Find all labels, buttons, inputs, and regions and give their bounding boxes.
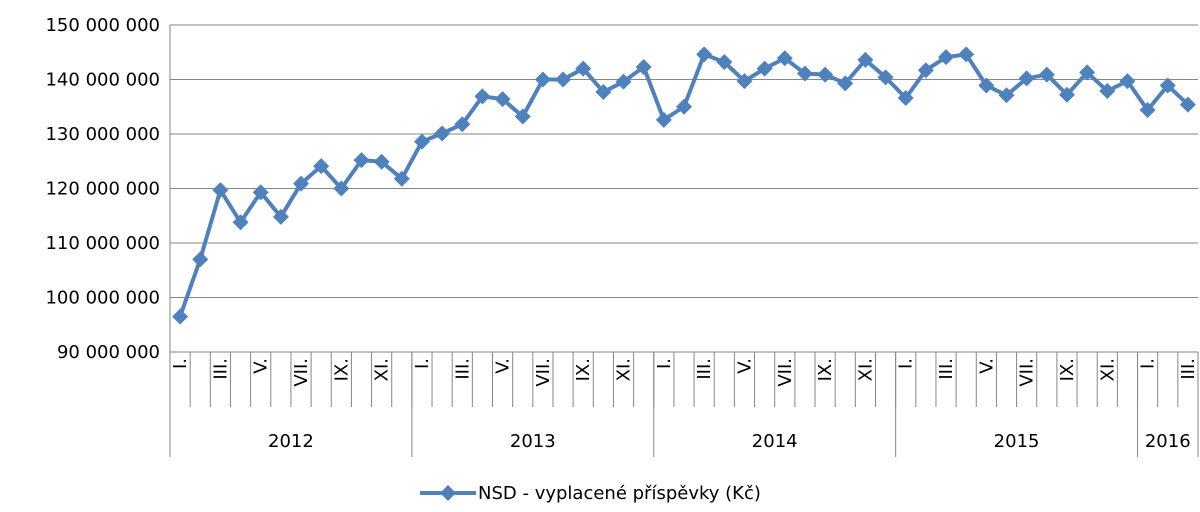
x-tick-label: VII.: [291, 358, 312, 387]
data-point: [1119, 73, 1136, 90]
data-point: [938, 49, 955, 66]
data-point: [1159, 77, 1176, 94]
group-label: 2013: [510, 431, 556, 452]
x-tick-label: XI.: [1097, 358, 1118, 381]
data-point: [897, 90, 914, 107]
x-tick-label: V.: [734, 358, 755, 374]
x-tick-label: XI.: [372, 358, 393, 381]
data-point: [555, 71, 572, 88]
data-point: [676, 98, 692, 115]
data-point: [514, 108, 531, 125]
x-tick-label: IX.: [331, 358, 352, 381]
data-point: [393, 170, 410, 187]
y-tick-label: 150 000 000: [45, 15, 160, 36]
data-point: [534, 71, 551, 88]
x-tick-label: IX.: [573, 358, 594, 381]
data-point: [353, 152, 370, 169]
data-point: [575, 60, 592, 77]
data-point: [776, 50, 793, 67]
x-tick-label: III.: [1178, 358, 1199, 380]
x-tick-label: XI.: [614, 358, 635, 381]
data-point: [978, 77, 995, 94]
data-point: [655, 111, 672, 128]
x-tick-label: IX.: [815, 358, 836, 381]
data-point: [313, 158, 330, 175]
data-point: [877, 69, 894, 86]
data-point: [817, 66, 834, 83]
x-tick-label: III.: [452, 358, 473, 380]
x-tick-label: V.: [493, 358, 514, 374]
x-tick-label: III.: [694, 358, 715, 380]
legend-marker: [440, 485, 456, 501]
x-tick-label: I.: [654, 358, 675, 369]
data-point: [192, 251, 209, 268]
x-tick-label: VII.: [1017, 358, 1038, 387]
x-tick-label: I.: [896, 358, 917, 369]
data-point: [736, 73, 753, 90]
data-point: [917, 62, 934, 79]
data-point: [434, 125, 451, 142]
data-point: [796, 65, 813, 82]
data-line: [178, 52, 1190, 318]
x-tick-label: V.: [976, 358, 997, 374]
data-point: [212, 182, 229, 199]
data-point: [1058, 86, 1075, 103]
data-point: [716, 54, 733, 71]
data-point: [474, 88, 491, 105]
y-tick-label: 120 000 000: [45, 179, 160, 200]
group-label: 2012: [268, 431, 314, 452]
data-point: [696, 46, 713, 63]
y-tick-label: 90 000 000: [57, 342, 160, 363]
group-label: 2015: [994, 431, 1040, 452]
data-point: [172, 308, 189, 325]
x-tick-label: IX.: [1057, 358, 1078, 381]
y-tick-label: 140 000 000: [45, 70, 160, 91]
group-label: 2014: [752, 431, 798, 452]
x-tick-label: I.: [170, 358, 191, 369]
x-tick-label: VII.: [533, 358, 554, 387]
legend-label: NSD - vyplacené příspěvky (Kč): [478, 483, 761, 504]
data-point: [615, 73, 632, 90]
data-point: [857, 51, 874, 68]
data-point: [252, 184, 269, 201]
x-tick-label: XI.: [855, 358, 876, 381]
x-tick-label: V.: [251, 358, 272, 374]
data-point: [1018, 70, 1035, 87]
x-tick-label: III.: [936, 358, 957, 380]
data-point: [1099, 82, 1116, 99]
group-label: 2016: [1145, 431, 1191, 452]
x-tick-label: I.: [1138, 358, 1159, 369]
data-point: [958, 46, 975, 63]
x-tick-label: VII.: [775, 358, 796, 387]
data-point: [1139, 102, 1156, 119]
data-point: [998, 87, 1015, 104]
data-point: [373, 153, 390, 170]
x-tick-label: III.: [210, 358, 231, 380]
data-point: [293, 175, 310, 192]
data-point: [1038, 66, 1055, 83]
data-point: [413, 133, 430, 150]
data-point: [756, 60, 773, 77]
data-point: [635, 58, 652, 75]
data-point: [1179, 96, 1196, 113]
y-tick-label: 100 000 000: [45, 288, 160, 309]
y-tick-label: 110 000 000: [45, 233, 160, 254]
data-point: [494, 91, 511, 108]
data-point: [1079, 64, 1096, 81]
data-point: [454, 116, 471, 133]
data-point: [837, 75, 854, 92]
data-point: [232, 214, 249, 231]
data-point: [272, 208, 289, 225]
y-tick-label: 130 000 000: [45, 124, 160, 145]
data-point: [333, 180, 350, 197]
data-point: [595, 84, 612, 101]
x-tick-label: I.: [412, 358, 433, 369]
